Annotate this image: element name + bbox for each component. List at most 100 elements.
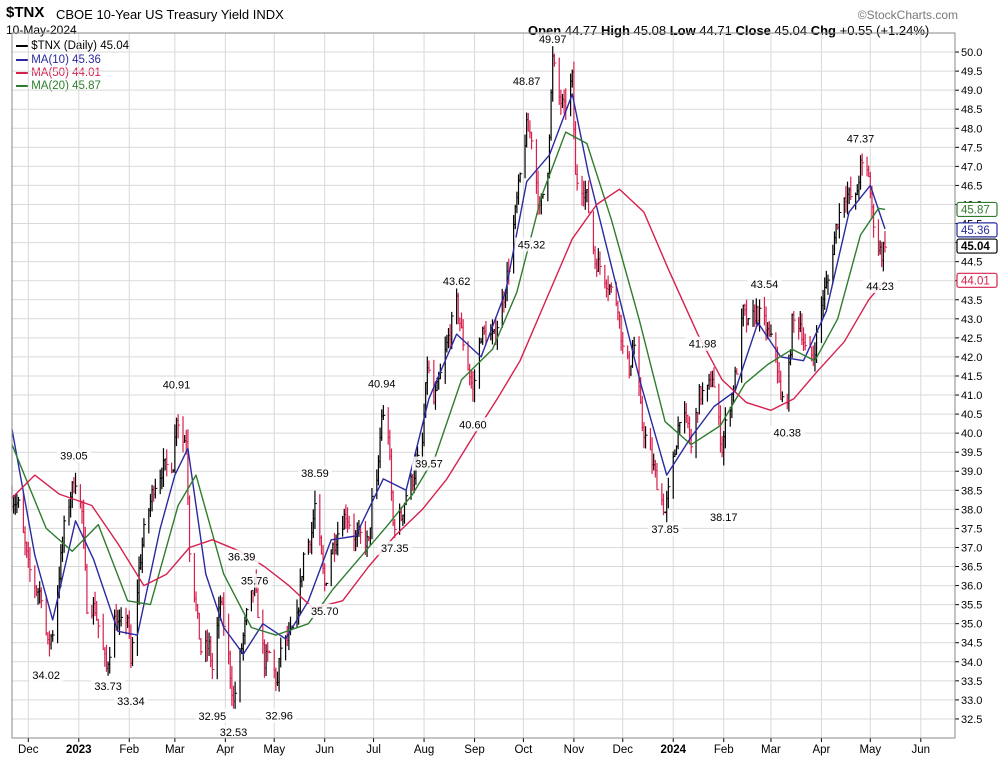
y-tick-label: 39.0: [961, 466, 982, 478]
annotations: 34.02 39.05 33.73 33.34 40.91 32.95 32.53 36.39…: [29, 32, 898, 739]
x-tick-label: Aug: [414, 744, 434, 756]
legend-ma50-label: MA(50) 44.01: [31, 67, 101, 79]
y-tick-label: 37.0: [961, 542, 982, 554]
annotation-box: [509, 74, 544, 89]
annotation-label: 43.62: [443, 276, 471, 288]
y-tick-label: 49.0: [961, 85, 982, 97]
annotation-box: [455, 417, 490, 432]
value-badge-label-ma10: 45.36: [961, 225, 990, 237]
y-tick-label: 44.5: [961, 257, 982, 269]
annotation-box: [237, 573, 272, 588]
y-tick-label: 39.5: [961, 447, 982, 459]
annotation-label: 40.91: [163, 379, 191, 391]
annotation-label: 38.17: [710, 512, 738, 524]
y-tick-label: 44.0: [961, 276, 982, 288]
x-tick-label: Jun: [912, 744, 931, 756]
legend-ma50-swatch: [16, 71, 28, 74]
ma10-line: [11, 93, 886, 655]
x-tick-label: Nov: [564, 744, 585, 756]
annotation-box: [159, 377, 194, 392]
x-tick-label: 2023: [66, 744, 92, 756]
x-tick-label: May: [859, 744, 881, 756]
y-tick-label: 50.0: [961, 47, 982, 59]
annotation-label: 33.73: [94, 681, 122, 693]
value-badge-label-ma50: 44.01: [961, 275, 990, 287]
annotation-label: 43.54: [751, 279, 779, 291]
annotation-box: [262, 708, 297, 723]
value-badge-ma10: [956, 222, 998, 238]
y-tick-label: 46.0: [961, 199, 982, 211]
annotation-label: 40.38: [773, 428, 801, 440]
y-tick-label: 34.0: [961, 657, 982, 669]
x-tick-label: Apr: [216, 744, 234, 756]
annotation-box: [29, 668, 64, 683]
annotation-label: 44.23: [866, 281, 894, 293]
y-tick-label: 45.0: [961, 238, 982, 250]
annotation-box: [863, 278, 898, 293]
annotation-box: [648, 522, 683, 537]
x-tick-label: May: [263, 744, 285, 756]
x-tick-label: Dec: [613, 744, 634, 756]
ma50-line: [11, 188, 886, 610]
ohlc-readout: Open 44.77 High 45.08 Low 44.71 Close 45…: [528, 23, 929, 38]
y-tick-label: 36.5: [961, 562, 982, 574]
annotation-box: [706, 509, 741, 524]
y-tick-label: 49.5: [961, 66, 982, 78]
y-tick-label: 33.0: [961, 695, 982, 707]
y-tick-label: 42.0: [961, 352, 982, 364]
annotation-label: 47.37: [847, 133, 875, 145]
brand-watermark[interactable]: ©StockCharts.com: [857, 8, 958, 22]
legend-main: $TNX (Daily) 45.04: [16, 40, 129, 52]
y-tick-label: 45.5: [961, 219, 982, 231]
value-badge-ma50: [956, 272, 998, 288]
x-tick-label: Oct: [514, 744, 533, 756]
y-tick-label: 43.5: [961, 295, 982, 307]
annotation-label: 32.95: [199, 711, 227, 723]
annotation-label: 37.85: [651, 524, 679, 536]
legend-ma10-swatch: [16, 58, 28, 61]
x-tick-label: Jun: [315, 744, 334, 756]
x-tick-label: Feb: [714, 744, 734, 756]
y-tick-label: 35.0: [961, 619, 982, 631]
legend-ma20: MA(20) 45.87: [16, 80, 101, 92]
annotation-box: [56, 448, 91, 463]
annotation-label: 35.70: [311, 606, 339, 618]
y-tick-label: 40.5: [961, 409, 982, 421]
annotation-label: 32.53: [220, 727, 248, 739]
annotation-box: [297, 465, 332, 480]
axes: 32.5 33.0 33.5 34.0 34.5 35.0 35.5 36.0 36.5 37.0…: [11, 32, 998, 756]
y-tick-label: 34.5: [961, 638, 982, 650]
x-tick-label: Mar: [761, 744, 781, 756]
x-tick-label: 2024: [660, 744, 686, 756]
y-tick-label: 46.5: [961, 180, 982, 192]
x-tick-label: Feb: [119, 744, 139, 756]
y-tick-label: 48.0: [961, 123, 982, 135]
annotation-label: 41.98: [689, 339, 717, 351]
y-tick-label: 43.0: [961, 314, 982, 326]
annotation-box: [439, 274, 474, 289]
close-value: 45.04: [774, 23, 808, 38]
grid: [12, 33, 955, 738]
legend-ma10-label: MA(10) 45.36: [31, 54, 101, 66]
y-tick-label: 48.5: [961, 104, 982, 116]
value-badge-last: [956, 238, 998, 254]
annotation-label: 34.02: [32, 670, 60, 682]
annotation-label: 37.35: [381, 543, 409, 555]
value-badge-label-last: 45.04: [961, 241, 990, 253]
low-value: 44.71: [699, 23, 732, 38]
annotation-box: [195, 708, 230, 723]
chart-title: CBOE 10-Year US Treasury Yield INDX: [56, 7, 284, 22]
annotation-box: [216, 724, 251, 739]
x-tick-label: Apr: [812, 744, 830, 756]
legend-ma20-swatch: [16, 84, 28, 87]
y-tick-label: 35.5: [961, 600, 982, 612]
annotation-box: [411, 456, 446, 471]
x-tick-label: Mar: [165, 744, 185, 756]
moving-averages: [11, 93, 886, 655]
annotation-label: 40.60: [459, 419, 487, 431]
annotation-label: 45.32: [518, 239, 546, 251]
open-label: Open: [528, 23, 562, 38]
y-tick-label: 47.0: [961, 161, 982, 173]
value-badge-ma20: [956, 201, 998, 218]
